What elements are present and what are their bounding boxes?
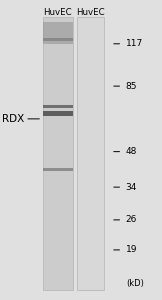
Text: RDX: RDX	[2, 114, 24, 124]
Text: 48: 48	[126, 147, 137, 156]
Text: 85: 85	[126, 82, 137, 91]
Text: 26: 26	[126, 215, 137, 224]
Bar	[77, 16, 104, 290]
Text: 34: 34	[126, 183, 137, 192]
Bar	[43, 105, 73, 108]
Bar	[43, 22, 73, 44]
Bar	[43, 168, 73, 171]
Bar	[43, 16, 73, 290]
Text: (kD): (kD)	[126, 279, 144, 288]
Bar	[43, 111, 73, 116]
Text: HuvEC: HuvEC	[43, 8, 72, 17]
Text: 117: 117	[126, 39, 143, 48]
Text: 19: 19	[126, 245, 137, 254]
Text: HuvEC: HuvEC	[76, 8, 105, 17]
Bar	[43, 38, 73, 41]
